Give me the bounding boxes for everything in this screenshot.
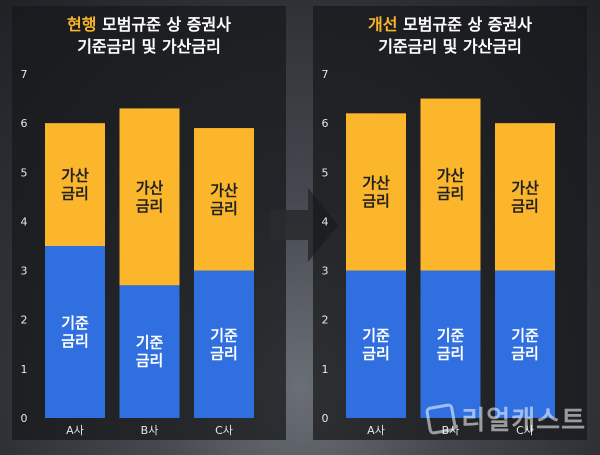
bar-label-base-rate: 기준 금리 xyxy=(362,326,390,362)
x-tick-label: C사 xyxy=(215,424,233,437)
bar-segment-base-rate xyxy=(194,270,254,418)
y-tick-label: 1 xyxy=(21,363,28,376)
watermark: 리얼캐스트 xyxy=(425,400,586,437)
bar-segment-base-rate xyxy=(420,270,481,418)
x-tick-label: A사 xyxy=(367,424,385,437)
title-highlight: 개선 xyxy=(368,15,398,34)
bar-segment-spread-rate xyxy=(420,98,481,271)
bar-label-base-rate: 기준 금리 xyxy=(136,334,164,370)
y-tick-label: 0 xyxy=(322,412,329,425)
bar-label-base-rate: 기준 금리 xyxy=(210,326,238,362)
y-tick-label: 1 xyxy=(322,363,329,376)
bar-segment-base-rate xyxy=(119,285,180,418)
y-tick-label: 5 xyxy=(21,166,28,179)
bar-segment-base-rate xyxy=(495,270,555,418)
bar-segment-spread-rate xyxy=(45,123,105,246)
y-tick-label: 6 xyxy=(322,117,329,130)
y-tick-label: 3 xyxy=(322,265,329,278)
bar-label-base-rate: 기준 금리 xyxy=(437,326,465,362)
y-tick-label: 7 xyxy=(322,68,329,81)
bar-label-spread-rate: 가산 금리 xyxy=(136,179,164,215)
title-rest: 모범규준 상 증권사 xyxy=(397,15,532,34)
chart-title-improved: 개선 모범규준 상 증권사 기준금리 및 가산금리 xyxy=(313,14,587,58)
title-rest: 모범규준 상 증권사 xyxy=(96,15,231,34)
y-tick-label: 4 xyxy=(322,215,329,228)
y-tick-label: 2 xyxy=(21,314,28,327)
x-tick-label: B사 xyxy=(442,424,460,437)
y-tick-label: 0 xyxy=(21,412,28,425)
title-line2: 기준금리 및 가산금리 xyxy=(378,37,522,56)
bar-segment-base-rate xyxy=(45,246,105,418)
bar-segment-spread-rate xyxy=(495,123,555,271)
bar-segment-base-rate xyxy=(346,270,406,418)
x-tick-label: B사 xyxy=(141,424,159,437)
watermark-text: 리얼캐스트 xyxy=(461,406,586,436)
bar-label-base-rate: 기준 금리 xyxy=(61,314,89,350)
chart-panel-improved: 개선 모범규준 상 증권사 기준금리 및 가산금리 0 1 2 3 4 5 6 7 기준 금리 가산… xyxy=(313,6,587,440)
bar-label-spread-rate: 가산 금리 xyxy=(437,167,465,203)
bar-label-base-rate: 기준 금리 xyxy=(511,326,539,362)
y-tick-label: 2 xyxy=(322,314,329,327)
x-tick-label: A사 xyxy=(66,424,84,437)
bar-label-spread-rate: 가산 금리 xyxy=(61,167,89,203)
bar-label-spread-rate: 가산 금리 xyxy=(511,179,539,215)
stacked-bar-chart-current: 0 1 2 3 4 5 6 7 기준 금리 가산 금리 A사 기준 금리 가산 금리 B사 기준 금리 가산 금리 C사 xyxy=(21,68,254,437)
title-highlight: 현행 xyxy=(67,15,97,34)
y-tick-label: 3 xyxy=(21,265,28,278)
x-tick-label: C사 xyxy=(516,424,534,437)
chart-panel-current: 현행 모범규준 상 증권사 기준금리 및 가산금리 0 1 2 3 4 5 6 7 기준 금리 가산… xyxy=(12,6,286,440)
y-tick-label: 4 xyxy=(21,215,28,228)
bar-label-spread-rate: 가산 금리 xyxy=(210,181,238,217)
bar-segment-spread-rate xyxy=(346,113,406,271)
title-line2: 기준금리 및 가산금리 xyxy=(77,37,221,56)
chart-title-current: 현행 모범규준 상 증권사 기준금리 및 가산금리 xyxy=(12,14,286,58)
y-tick-label: 7 xyxy=(21,68,28,81)
y-tick-label: 5 xyxy=(322,166,329,179)
bar-segment-spread-rate xyxy=(119,108,180,286)
logo-icon xyxy=(425,402,458,435)
y-tick-label: 6 xyxy=(21,117,28,130)
bar-label-spread-rate: 가산 금리 xyxy=(362,174,390,210)
stacked-bar-chart-improved: 0 1 2 3 4 5 6 7 기준 금리 가산 금리 A사 기준 금리 가산 금리 B사 기준 금리 가산 금리 C사 xyxy=(322,68,555,437)
bar-segment-spread-rate xyxy=(194,128,254,271)
